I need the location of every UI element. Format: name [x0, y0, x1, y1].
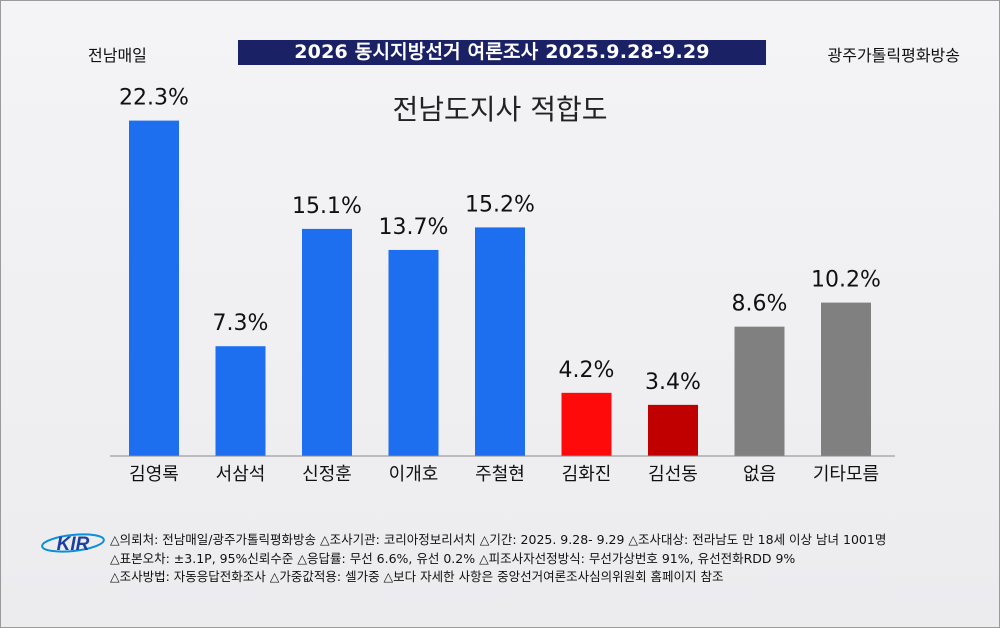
value-label-1: 22.3% [119, 86, 189, 111]
bar-4 [388, 249, 439, 456]
footnote-line-1: △의뢰처: 전남매일/광주가톨릭평화방송 △조사기관: 코리아정보리서치 △기간… [110, 532, 887, 547]
category-label-1: 김영록 [129, 464, 179, 485]
category-label-4: 이개호 [389, 464, 439, 485]
category-label-3: 신정훈 [302, 464, 352, 485]
broadcaster-label: 광주가톨릭평화방송 [827, 46, 960, 65]
category-label-6: 김화진 [562, 464, 612, 485]
bar-1 [129, 120, 179, 456]
bar-2 [215, 346, 266, 456]
bar-8 [734, 326, 785, 456]
value-label-5: 15.2% [465, 192, 535, 217]
value-label-7: 3.4% [645, 370, 701, 395]
bar-3 [302, 228, 352, 456]
value-label-6: 4.2% [559, 358, 615, 383]
category-label-2: 서삼석 [216, 464, 266, 485]
category-label-8: 없음 [743, 464, 776, 485]
value-label-2: 7.3% [213, 311, 269, 336]
publisher-label: 전남매일 [88, 46, 147, 65]
chart-title: 전남도지사 적합도 [392, 93, 608, 126]
survey-banner: 2026 동시지방선거 여론조사 2025.9.28-9.29 [238, 40, 766, 65]
value-label-9: 10.2% [811, 268, 881, 293]
bar-6 [561, 392, 612, 456]
logo-text: KIR [57, 534, 90, 555]
value-label-8: 8.6% [732, 292, 788, 317]
bar-7 [648, 404, 698, 456]
survey-footnote: △의뢰처: 전남매일/광주가톨릭평화방송 △조사기관: 코리아정보리서치 △기간… [110, 531, 990, 587]
footnote-line-2: △표본오차: ±3.1P, 95%신뢰수준 △응답률: 무선 6.6%, 유선 … [110, 550, 796, 566]
footnote-line-3: △조사방법: 자동응답전화조사 △가중값적용: 셀가중 △보다 자세한 사항은 … [110, 569, 724, 584]
category-label-5: 주철현 [475, 464, 525, 485]
bar-5 [475, 227, 525, 456]
kir-logo: KIR [41, 533, 105, 555]
category-label-7: 김선동 [648, 464, 698, 485]
category-label-9: 기타모름 [813, 464, 879, 485]
value-label-4: 13.7% [379, 215, 449, 240]
bar-9 [821, 302, 871, 456]
value-label-3: 15.1% [292, 194, 362, 219]
